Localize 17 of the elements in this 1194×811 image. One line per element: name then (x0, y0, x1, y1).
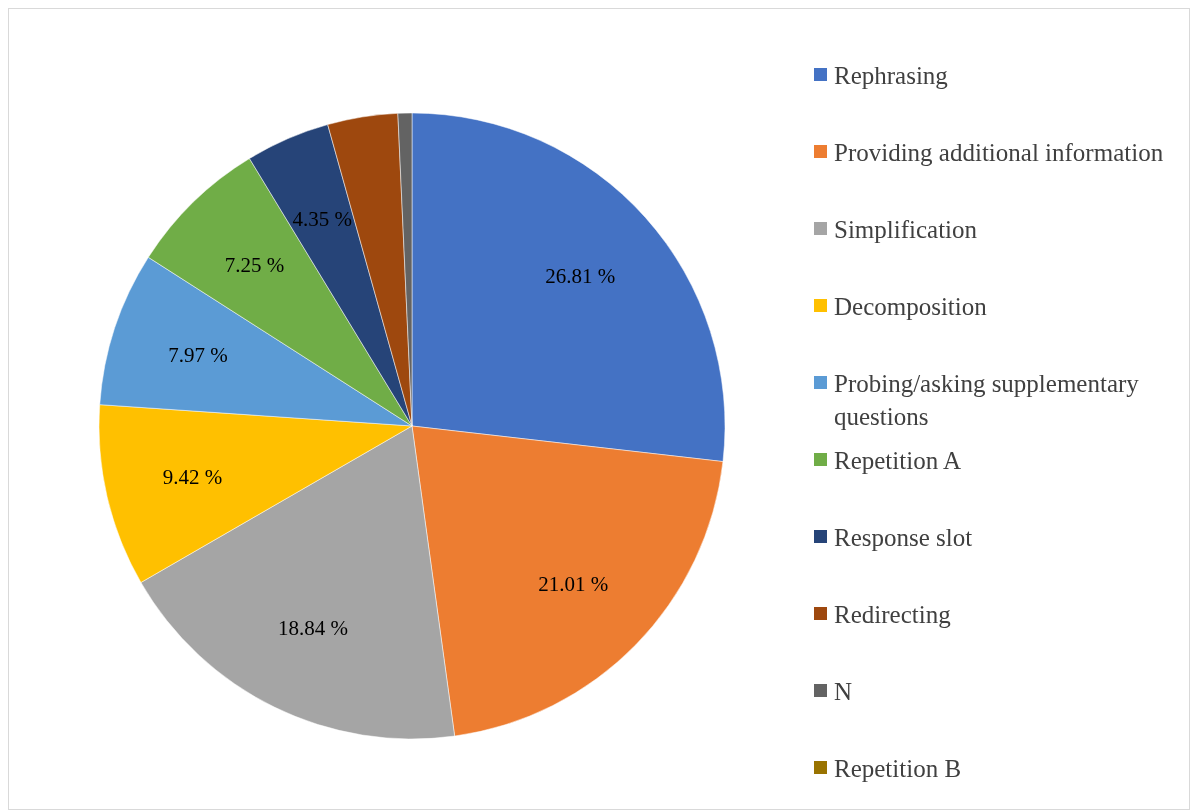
data-label: 26.81 % (545, 263, 616, 288)
legend-label: Decomposition (834, 292, 987, 322)
data-label: 7.97 % (168, 343, 228, 368)
legend-label: Repetition A (834, 446, 962, 476)
legend-label: Rephrasing (834, 61, 948, 91)
legend-label: N (834, 677, 853, 707)
legend-label: Response slot (834, 523, 973, 553)
data-label: 7.25 % (224, 252, 285, 277)
data-label: 18.84 % (277, 616, 348, 641)
legend-label: Providing additional information (834, 138, 1164, 168)
legend-label: Simplification (834, 215, 978, 245)
data-label: 9.42 % (162, 464, 223, 489)
legend-label: Repetition B (834, 754, 962, 784)
legend-label: Probing/asking supplementary questions (834, 369, 1140, 432)
data-label: 21.01 % (538, 571, 609, 596)
legend-label: Redirecting (834, 600, 951, 630)
data-label: 4.35 % (292, 207, 353, 232)
